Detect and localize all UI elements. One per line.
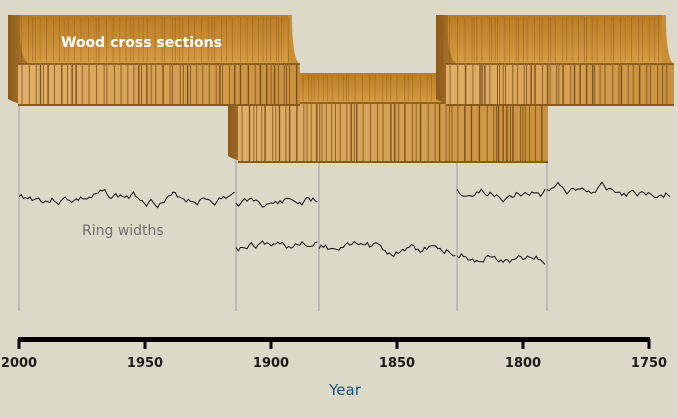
tick-label: 1900 <box>253 356 289 371</box>
ring-series-segment-1 <box>18 188 235 209</box>
ring-series-segment-3 <box>456 188 546 203</box>
axis-ticks: 2000 1950 1900 1850 1800 1750 <box>1 339 667 371</box>
wood-section-right <box>436 15 674 106</box>
axis-tick <box>269 339 273 349</box>
ring-series-segment-6 <box>318 240 456 258</box>
axis-title: Year <box>328 381 362 399</box>
ring-series-segment-5 <box>235 240 318 252</box>
tick-label: 1950 <box>127 356 163 371</box>
ring-series-segment-7 <box>456 252 546 265</box>
axis-tick <box>521 339 525 349</box>
axis-line <box>18 337 650 342</box>
wood-label: Wood cross sections <box>61 35 222 51</box>
axis-tick <box>647 339 651 349</box>
year-axis: 2000 1950 1900 1850 1800 1750 Year <box>1 337 667 399</box>
wood-cross-sections <box>8 15 674 163</box>
tick-label: 1750 <box>631 356 667 371</box>
tick-label: 1800 <box>505 356 541 371</box>
ring-width-series <box>18 181 671 265</box>
ring-series-segment-2 <box>235 197 318 208</box>
tick-label: 2000 <box>1 356 37 371</box>
axis-tick <box>17 339 21 349</box>
axis-tick <box>395 339 399 349</box>
ring-series-segment-4 <box>546 181 671 199</box>
tick-label: 1850 <box>379 356 415 371</box>
axis-tick <box>143 339 147 349</box>
ring-widths-label: Ring widths <box>82 223 164 239</box>
wood-section-left <box>8 15 300 106</box>
